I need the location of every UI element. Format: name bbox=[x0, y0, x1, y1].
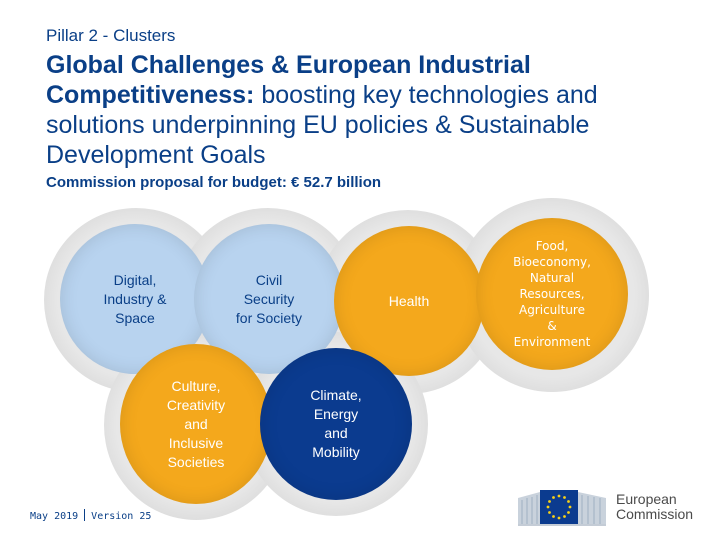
budget-text: Commission proposal for budget: € 52.7 b… bbox=[46, 174, 382, 191]
cluster-label: Food, Bioeconomy, Natural Resources, Agricul… bbox=[513, 239, 591, 349]
logo-line-2: Commission bbox=[616, 506, 694, 522]
commission-building-icon bbox=[518, 490, 606, 526]
footer: May 2019 Version 25 bbox=[30, 509, 151, 522]
subtitle: Pillar 2 - Clusters bbox=[46, 26, 176, 45]
cluster-climate-energy-mobility: Climate, Energy and Mobility bbox=[260, 348, 412, 500]
cluster-label: Culture, Creativity and Inclusive Societies bbox=[166, 377, 226, 470]
logo-line-1: European bbox=[616, 491, 677, 507]
footer-date: May 2019 bbox=[30, 511, 79, 522]
cluster-label: Civil Security for Society bbox=[235, 271, 303, 326]
cluster-label: Digital, Industry & Space bbox=[103, 271, 167, 326]
footer-divider bbox=[84, 509, 86, 521]
cluster-label: Health bbox=[388, 292, 430, 309]
title-rest: boosting key technologies and solutions … bbox=[46, 81, 598, 169]
cluster-food-bioeconomy: Food, Bioeconomy, Natural Resources, Agricul… bbox=[476, 218, 628, 370]
title-bold: Global Challenges & European Industrial … bbox=[46, 51, 531, 109]
cluster-label: Climate, Energy and Mobility bbox=[310, 387, 362, 460]
european-commission-logo: European Commission bbox=[518, 488, 693, 526]
footer-version: Version 25 bbox=[91, 511, 152, 522]
logo-text: European Commission bbox=[616, 492, 693, 522]
cluster-culture-creativity: Culture, Creativity and Inclusive Societies bbox=[120, 344, 272, 504]
page-title: Global Challenges & European Industrial … bbox=[46, 50, 686, 170]
